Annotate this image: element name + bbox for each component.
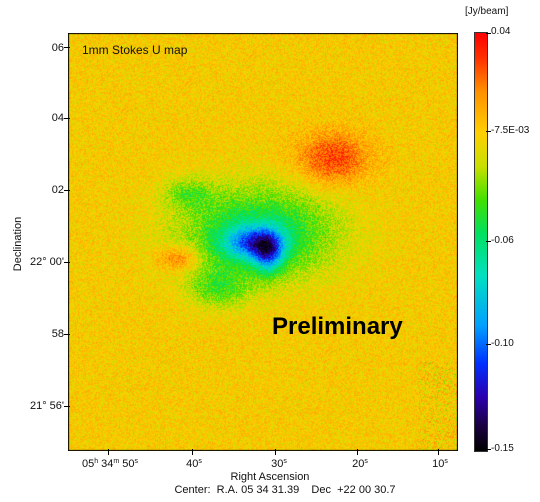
y-tick-mark (64, 262, 70, 263)
preliminary-watermark: Preliminary (272, 313, 403, 340)
y-tick-58: 58 (51, 328, 64, 340)
y-tick-mark (64, 406, 70, 407)
x-tick-20: 20s (352, 458, 368, 470)
center-coordinates: Center: R.A. 05 34 31.39 Dec +22 00 30.7 (174, 484, 396, 496)
y-tick-02: 02 (51, 184, 64, 196)
y-tick-mark (64, 334, 70, 335)
x-axis-label: Right Ascension (230, 471, 310, 483)
colorbar-tick-min: -0.15 (491, 443, 514, 454)
x-tick-40: 40s (186, 458, 202, 470)
x-tick-mark (438, 449, 439, 455)
colorbar-tick-max: 0.04 (491, 26, 511, 37)
y-tick-04: 04 (51, 112, 64, 124)
x-tick-mark (192, 449, 193, 455)
y-tick-22-00: 22° 00' (29, 256, 64, 268)
x-tick-mark (108, 449, 109, 455)
stokes-u-map-image (68, 33, 458, 451)
colorbar-tick-mark (486, 344, 491, 345)
y-tick-06: 06 (51, 42, 64, 54)
x-tick-30: 30s (271, 458, 287, 470)
y-tick-mark (64, 118, 70, 119)
colorbar-tick-2: -7.5E-03 (491, 125, 530, 136)
colorbar-tick-mark (486, 131, 491, 132)
colorbar-unit: [Jy/beam] (465, 6, 509, 17)
x-tick-mark (357, 449, 358, 455)
colorbar-tick-mark (486, 241, 491, 242)
x-tick-10: 10s (432, 458, 448, 470)
colorbar-tick-mark (486, 449, 491, 450)
x-tick-05-34-50: 05h 34m 50s (81, 458, 139, 470)
colorbar-tick-3: -0.06 (491, 235, 514, 246)
y-tick-mark (64, 190, 70, 191)
y-tick-mark (64, 47, 70, 48)
colorbar-tick-mark (486, 33, 491, 34)
y-axis-label: Declination (12, 216, 24, 272)
x-tick-mark (275, 449, 276, 455)
y-tick-21-56: 21° 56' (29, 400, 64, 412)
colorbar (474, 32, 488, 452)
map-title: 1mm Stokes U map (82, 43, 188, 57)
colorbar-tick-4: -0.10 (491, 338, 514, 349)
